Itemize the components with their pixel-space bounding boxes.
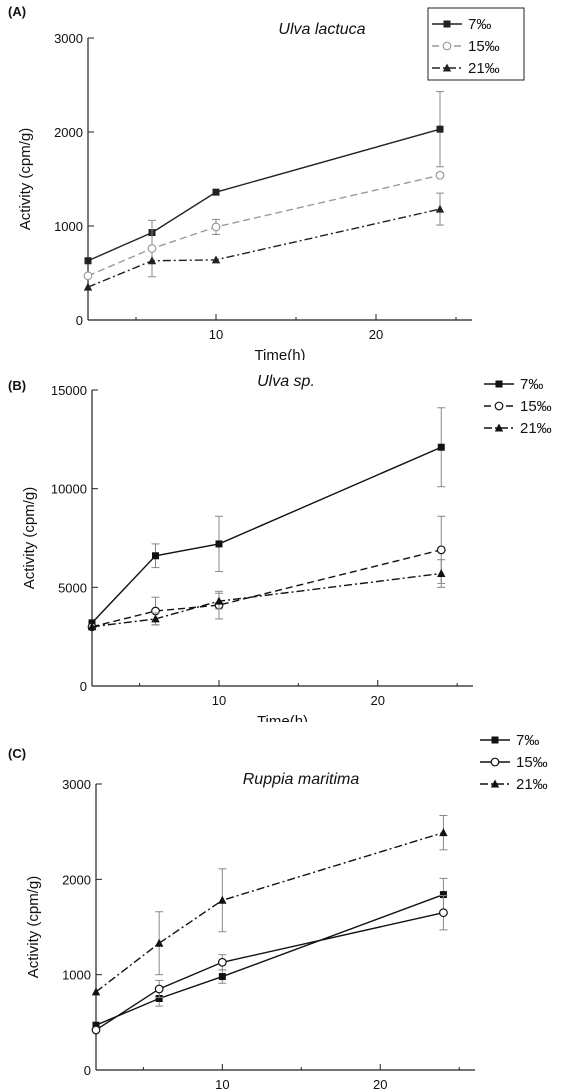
y-tick-label: 15000 bbox=[51, 383, 87, 398]
legend-label: 21‰ bbox=[516, 776, 548, 793]
y-tick-label: 2000 bbox=[62, 872, 91, 887]
data-point bbox=[83, 282, 93, 291]
data-point bbox=[215, 540, 223, 548]
data-point bbox=[211, 255, 221, 264]
series-line-0 bbox=[87, 128, 441, 262]
data-point bbox=[437, 443, 445, 451]
data-point bbox=[151, 614, 160, 623]
x-axis-title: Time(h) bbox=[254, 347, 305, 360]
data-point bbox=[212, 188, 220, 196]
y-tick-label: 0 bbox=[80, 679, 87, 694]
panel-label: (A) bbox=[8, 4, 26, 19]
y-tick-label: 3000 bbox=[62, 777, 91, 792]
data-point bbox=[439, 828, 448, 837]
x-tick-label: 10 bbox=[209, 327, 223, 342]
legend-label: 7‰ bbox=[520, 376, 543, 393]
series-line-0 bbox=[91, 446, 442, 624]
chart-title: Ulva sp. bbox=[257, 373, 315, 390]
panel-a: 0 1000 2000 3000 10 20 (A) Ulva lactuca Time(h) A… bbox=[0, 0, 568, 360]
legend-marker bbox=[494, 423, 504, 432]
y-tick-label: 0 bbox=[84, 1063, 91, 1078]
data-point bbox=[217, 957, 227, 967]
chart-title: Ulva lactuca bbox=[278, 21, 365, 38]
x-tick-label: 20 bbox=[373, 1077, 387, 1092]
y-tick-label: 1000 bbox=[54, 219, 83, 234]
x-tick-label: 10 bbox=[215, 1077, 229, 1092]
series-line-1 bbox=[87, 174, 441, 277]
data-point bbox=[83, 271, 93, 281]
data-point bbox=[436, 125, 444, 133]
series-line-2 bbox=[91, 572, 442, 628]
data-point bbox=[214, 596, 224, 605]
y-tick-label: 3000 bbox=[54, 31, 83, 46]
data-point bbox=[211, 222, 221, 232]
legend-label: 21‰ bbox=[468, 60, 500, 77]
data-point bbox=[218, 973, 226, 981]
series-line-1 bbox=[95, 912, 444, 1031]
chart-title: Ruppia maritima bbox=[243, 771, 360, 788]
data-point bbox=[92, 1021, 100, 1029]
y-tick-label: 5000 bbox=[58, 580, 87, 595]
series-line-2 bbox=[87, 208, 441, 288]
legend-label: 15‰ bbox=[516, 754, 548, 771]
x-axis-title: Time(h) bbox=[257, 713, 308, 722]
data-point bbox=[84, 257, 92, 265]
legend-label: 15‰ bbox=[468, 38, 500, 55]
legend-label: 21‰ bbox=[520, 420, 552, 437]
data-point bbox=[154, 984, 164, 994]
x-tick-label: 10 bbox=[212, 693, 226, 708]
chart-ulva-sp: 0 5000 10000 15000 10 20 (B) Ulva sp. Time(h) Act… bbox=[8, 373, 552, 722]
data-point bbox=[437, 569, 446, 578]
x-tick-label: 20 bbox=[371, 693, 385, 708]
legend-marker bbox=[494, 401, 504, 411]
y-axis-title: Activity (cpm/g) bbox=[17, 128, 34, 231]
legend-marker bbox=[443, 20, 451, 28]
legend-marker bbox=[490, 757, 500, 767]
legend-marker bbox=[442, 41, 452, 51]
data-point bbox=[435, 170, 445, 180]
panel-b: 0 5000 10000 15000 10 20 (B) Ulva sp. Time(h) Act… bbox=[0, 360, 568, 722]
panel-label: (B) bbox=[8, 378, 26, 393]
chart-ulva-lactuca: 0 1000 2000 3000 10 20 (A) Ulva lactuca Time(h) A… bbox=[8, 4, 525, 360]
data-point bbox=[87, 622, 97, 631]
data-point bbox=[436, 545, 446, 555]
data-point bbox=[435, 204, 445, 213]
data-point bbox=[152, 552, 159, 560]
y-tick-label: 0 bbox=[76, 313, 83, 328]
data-point bbox=[91, 1025, 101, 1035]
y-axis-title: Activity (cpm/g) bbox=[25, 876, 42, 979]
legend-label: 7‰ bbox=[468, 16, 491, 33]
legend-marker bbox=[442, 63, 452, 72]
data-point bbox=[155, 995, 163, 1002]
data-point bbox=[218, 895, 227, 904]
y-tick-label: 2000 bbox=[54, 125, 83, 140]
data-point bbox=[147, 256, 157, 265]
legend-marker bbox=[491, 736, 499, 744]
y-tick-label: 1000 bbox=[62, 968, 91, 983]
data-point bbox=[91, 987, 101, 996]
legend-label: 15‰ bbox=[520, 398, 552, 415]
data-point bbox=[439, 908, 448, 918]
data-point bbox=[154, 938, 164, 947]
series-line-0 bbox=[95, 893, 444, 1026]
legend-label: 7‰ bbox=[516, 732, 539, 749]
series-line-1 bbox=[91, 549, 442, 628]
y-axis-title: Activity (cpm/g) bbox=[21, 487, 38, 590]
panel-label: (C) bbox=[8, 746, 26, 761]
data-point bbox=[147, 244, 157, 253]
legend-marker bbox=[490, 779, 500, 788]
legend-marker bbox=[495, 380, 503, 388]
data-point bbox=[439, 891, 447, 899]
x-tick-label: 20 bbox=[369, 327, 383, 342]
y-tick-label: 10000 bbox=[51, 482, 87, 497]
series-line-2 bbox=[95, 831, 444, 993]
